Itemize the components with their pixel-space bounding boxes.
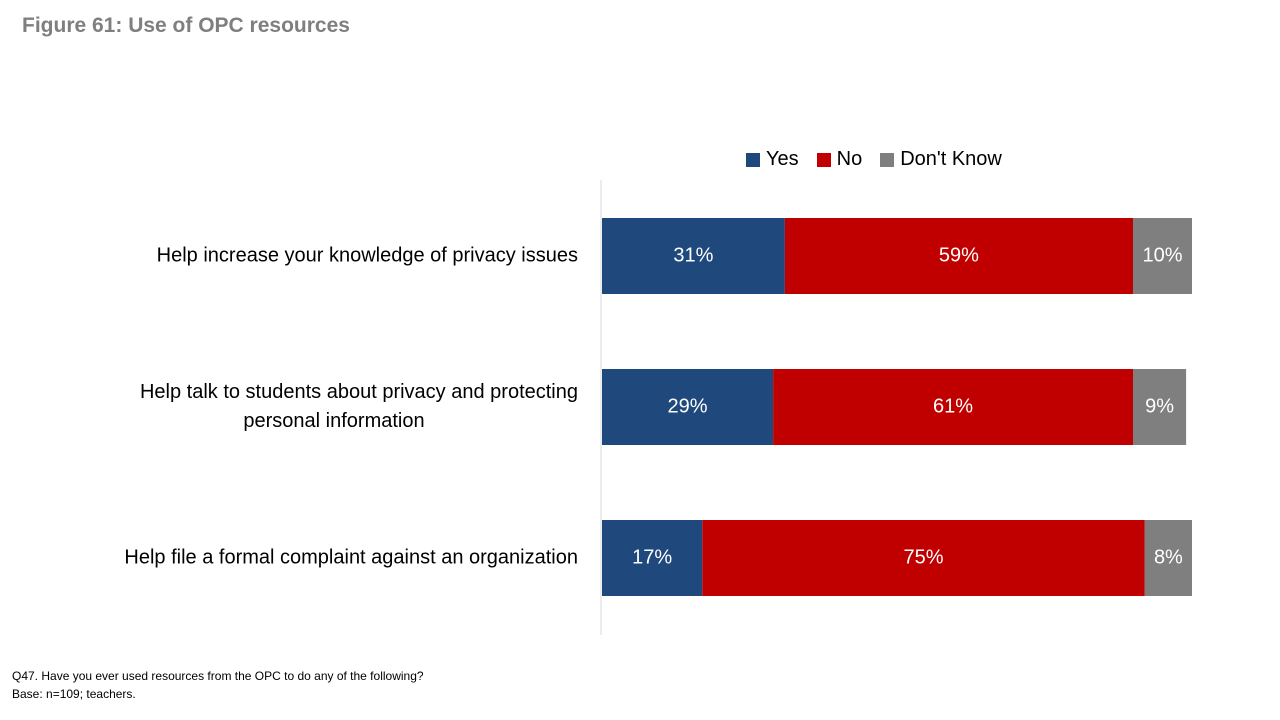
data-label: 61%: [933, 395, 973, 417]
legend-label-yes: Yes: [766, 148, 799, 170]
footnote-question: Q47. Have you ever used resources from t…: [12, 669, 424, 683]
data-label: 9%: [1145, 395, 1174, 417]
bar-segment-yes: [602, 218, 785, 294]
bar-segment-yes: [602, 369, 774, 445]
data-label: 31%: [673, 244, 713, 266]
category-label: personal information: [243, 410, 424, 432]
legend-label-no: No: [836, 148, 863, 170]
bar-segment-no: [784, 218, 1133, 294]
bar-segment-no: [773, 369, 1133, 445]
data-label: 10%: [1142, 244, 1182, 266]
category-label: Help talk to students about privacy and …: [140, 381, 578, 403]
bar-segment-don-t-know: [1144, 520, 1192, 596]
bar-segment-no: [702, 520, 1145, 596]
legend-item-no: No: [816, 148, 863, 171]
data-label: 59%: [939, 244, 979, 266]
bar-segment-don-t-know: [1133, 369, 1187, 445]
data-label: 75%: [904, 546, 944, 568]
footnote-base: Base: n=109; teachers.: [12, 687, 136, 701]
category-label: Help increase your knowledge of privacy …: [157, 244, 578, 266]
data-label: 8%: [1154, 546, 1183, 568]
bar-segment-don-t-know: [1133, 218, 1192, 294]
chart-title: Figure 61: Use of OPC resources: [22, 14, 350, 37]
legend-item-dont-know: Don't Know: [880, 148, 1002, 171]
category-label: Help file a formal complaint against an …: [124, 546, 578, 568]
bar-segment-yes: [602, 520, 703, 596]
legend-swatch-yes: [746, 152, 760, 167]
legend-label-dont-know: Don't Know: [900, 148, 1002, 170]
legend-swatch-no: [816, 152, 831, 167]
legend: Yes No Don't Know: [746, 148, 1020, 171]
data-label: 29%: [668, 395, 708, 417]
legend-item-yes: Yes: [746, 148, 799, 171]
legend-swatch-dont-know: [880, 152, 895, 167]
data-label: 17%: [632, 546, 672, 568]
